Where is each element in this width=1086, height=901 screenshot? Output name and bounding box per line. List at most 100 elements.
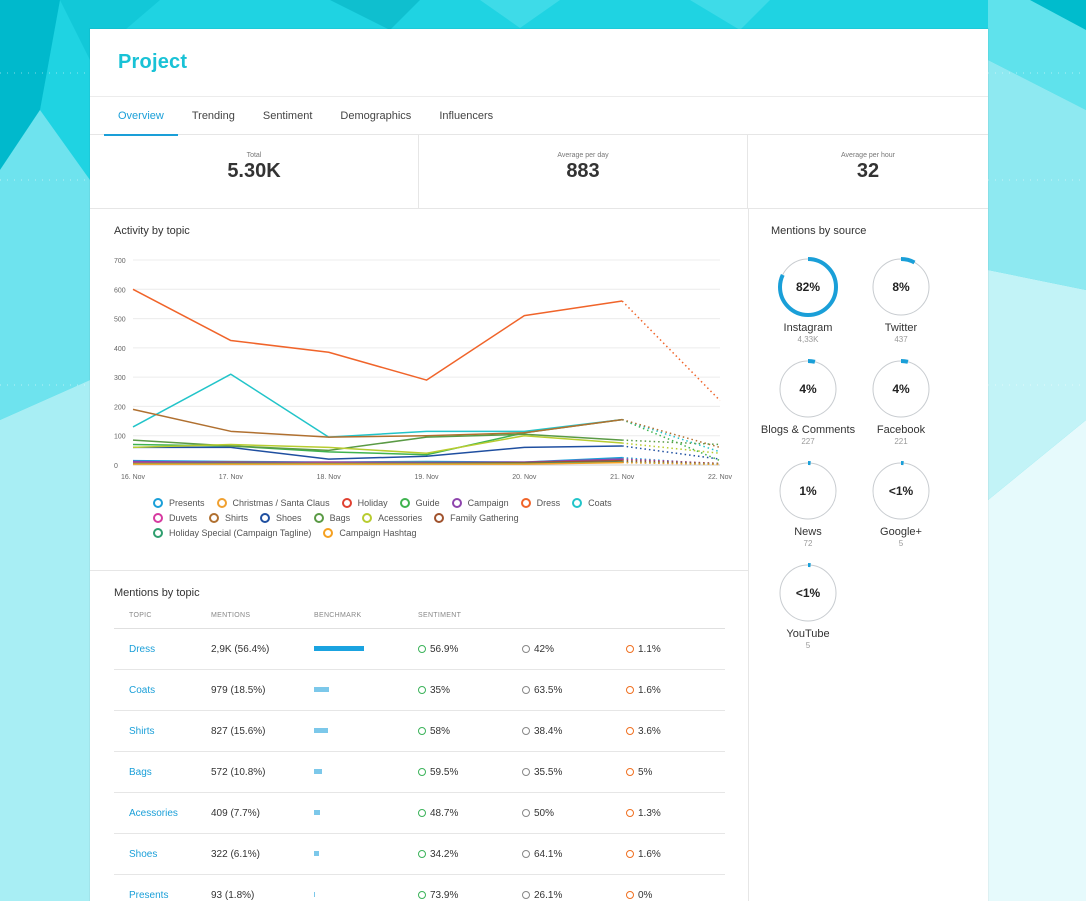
- tab-influencers[interactable]: Influencers: [439, 110, 494, 122]
- benchmark-bar: [314, 687, 329, 693]
- table-row: Presents 93 (1.8%) 73.9% 26.1% 0%: [114, 874, 725, 901]
- legend-item[interactable]: Shoes: [260, 513, 302, 523]
- legend-item[interactable]: Guide: [399, 498, 440, 508]
- table-row: Bags 572 (10.8%) 59.5% 35.5% 5%: [114, 751, 725, 793]
- neutral-sentiment-value: 64.1%: [534, 848, 563, 860]
- positive-sentiment-face-icon: [418, 685, 426, 694]
- positive-sentiment-face-icon: [418, 767, 426, 776]
- legend-item[interactable]: Holiday: [341, 498, 388, 508]
- topic-link[interactable]: Coats: [114, 669, 210, 711]
- neutral-sentiment-cell: 63.5%: [521, 669, 625, 711]
- legend-label: Acessories: [378, 513, 423, 523]
- benchmark-bar: [314, 810, 320, 816]
- activity-line-chart: 0 100 200 300 400 500 600 700 16. Nov 17. Nov 18. …: [114, 258, 733, 481]
- legend-item[interactable]: Family Gathering: [434, 513, 519, 523]
- negative-sentiment-cell: 1.1%: [625, 628, 725, 670]
- neutral-sentiment-cell: 26.1%: [521, 874, 625, 901]
- negative-sentiment-cell: 3.6%: [625, 710, 725, 752]
- legend-item[interactable]: Holiday Special (Campaign Tagline): [153, 528, 311, 538]
- y-tick-label: 500: [114, 317, 126, 324]
- stat-value: 32: [856, 160, 880, 182]
- topic-link[interactable]: Shirts: [114, 710, 210, 752]
- legend-label: Bags: [329, 513, 351, 523]
- tab-overview[interactable]: Overview: [104, 97, 178, 136]
- source-item-news[interactable]: 1% News 72: [758, 460, 858, 548]
- neutral-sentiment-value: 38.4%: [534, 725, 563, 737]
- negative-sentiment-cell: 1.6%: [625, 669, 725, 711]
- y-tick-label: 400: [114, 346, 126, 353]
- legend-item[interactable]: Campaign Hashtag: [323, 528, 416, 538]
- negative-sentiment-face-icon: [626, 890, 634, 899]
- source-item-blogs-comments[interactable]: 4% Blogs & Comments 227: [758, 358, 858, 446]
- chart-legend: Presents Christmas / Santa Claus Holiday Gu…: [153, 498, 733, 543]
- topic-link[interactable]: Dress: [114, 628, 210, 670]
- legend-label: Holiday Special (Campaign Tagline): [169, 528, 312, 538]
- legend-item[interactable]: Duvets: [153, 513, 197, 523]
- col-header-sentiment: SENTIMENT: [417, 603, 521, 629]
- series-forecast-segment: [621, 300, 721, 402]
- header: Project: [90, 29, 988, 97]
- legend-marker-icon: [362, 513, 373, 523]
- neutral-sentiment-value: 35.5%: [534, 766, 563, 778]
- legend-marker-icon: [323, 528, 334, 538]
- legend-item[interactable]: Presents: [153, 498, 205, 508]
- mentions-value: 322 (6.1%): [210, 833, 313, 875]
- donut-percent: 4%: [892, 382, 910, 396]
- source-donut: <1%: [778, 563, 838, 623]
- tab-trending[interactable]: Trending: [191, 110, 235, 122]
- source-item-youtube[interactable]: <1% YouTube 5: [758, 562, 858, 650]
- source-item-twitter[interactable]: 8% Twitter 437: [851, 256, 951, 344]
- source-donut: 8%: [871, 257, 931, 317]
- benchmark-cell: [313, 874, 417, 901]
- source-item-facebook[interactable]: 4% Facebook 221: [851, 358, 951, 446]
- table-row: Shirts 827 (15.6%) 58% 38.4% 3.6%: [114, 710, 725, 752]
- donut-percent: 8%: [892, 280, 910, 294]
- positive-sentiment-value: 34.2%: [430, 848, 459, 860]
- donut-percent: <1%: [889, 484, 914, 498]
- topic-link[interactable]: Acessories: [114, 792, 210, 834]
- legend-row: Holiday Special (Campaign Tagline) Campai…: [153, 528, 733, 543]
- series-line: [132, 408, 623, 438]
- negative-sentiment-cell: 1.6%: [625, 833, 725, 875]
- stat-value: 5.30K: [227, 160, 281, 182]
- benchmark-bar: [314, 646, 364, 652]
- negative-sentiment-face-icon: [626, 767, 634, 776]
- negative-sentiment-face-icon: [626, 726, 634, 735]
- legend-item[interactable]: Acessories: [362, 513, 422, 523]
- tab-sentiment[interactable]: Sentiment: [262, 110, 313, 122]
- neutral-sentiment-face-icon: [522, 890, 530, 899]
- legend-item[interactable]: Shirts: [209, 513, 248, 523]
- source-name: Google+: [880, 526, 922, 538]
- neutral-sentiment-face-icon: [522, 726, 530, 735]
- neutral-sentiment-cell: 42%: [521, 628, 625, 670]
- mentions-value: 827 (15.6%): [210, 710, 313, 752]
- legend-item[interactable]: Coats: [572, 498, 612, 508]
- donut-arc: [871, 257, 931, 317]
- neutral-sentiment-cell: 38.4%: [521, 710, 625, 752]
- positive-sentiment-face-icon: [418, 808, 426, 817]
- source-item-google-[interactable]: <1% Google+ 5: [851, 460, 951, 548]
- topic-link[interactable]: Shoes: [114, 833, 210, 875]
- source-item-instagram[interactable]: 82% Instagram 4,33K: [758, 256, 858, 344]
- legend-item[interactable]: Campaign: [451, 498, 509, 508]
- neutral-sentiment-cell: 64.1%: [521, 833, 625, 875]
- neutral-sentiment-value: 26.1%: [534, 889, 563, 901]
- topic-link[interactable]: Bags: [114, 751, 210, 793]
- positive-sentiment-cell: 59.5%: [417, 751, 521, 793]
- stat-value: 883: [566, 160, 600, 182]
- legend-item[interactable]: Dress: [520, 498, 560, 508]
- stat-label: Average per hour: [841, 152, 895, 159]
- topic-link[interactable]: Presents: [114, 874, 210, 901]
- x-tick-label: 16. Nov: [121, 474, 146, 481]
- legend-item[interactable]: Bags: [313, 513, 351, 523]
- legend-marker-icon: [520, 498, 531, 508]
- legend-label: Presents: [169, 498, 205, 508]
- mentions-value: 409 (7.7%): [210, 792, 313, 834]
- legend-item[interactable]: Christmas / Santa Claus: [216, 498, 330, 508]
- col-header-topic: TOPIC: [114, 603, 210, 629]
- benchmark-cell: [313, 833, 417, 875]
- tab-demographics[interactable]: Demographics: [340, 110, 412, 122]
- series-line: [133, 445, 623, 460]
- series-line: [132, 373, 623, 438]
- mentions-topic-title: Mentions by topic: [114, 587, 200, 599]
